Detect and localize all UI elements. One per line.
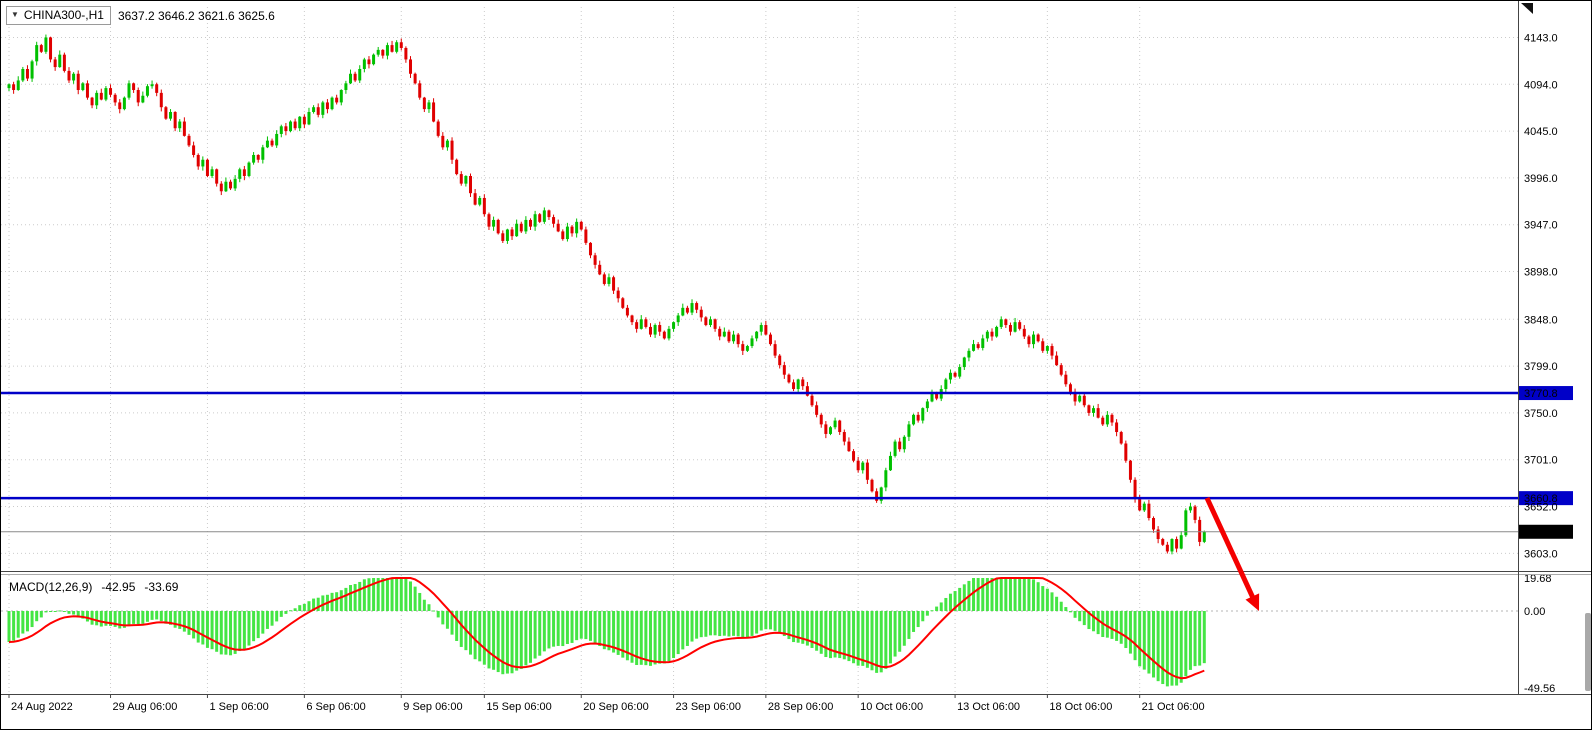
symbol-timeframe-label: CHINA300-,H1 [23,8,104,22]
macd-scrollbar-thumb[interactable] [1585,613,1591,691]
support-line: 3660.8 [1,491,1573,506]
svg-text:-49.56: -49.56 [1524,683,1555,695]
macd-axis-labels: 19.68 0.00 -49.56 [1524,573,1555,695]
svg-text:20 Sep 06:00: 20 Sep 06:00 [583,701,648,713]
svg-text:10 Oct 06:00: 10 Oct 06:00 [860,701,923,713]
svg-text:24 Aug 2022: 24 Aug 2022 [11,701,73,713]
resistance-line: 3770.8 [1,386,1573,401]
svg-text:1 Sep 06:00: 1 Sep 06:00 [209,701,268,713]
svg-text:29 Aug 06:00: 29 Aug 06:00 [113,701,178,713]
dropdown-triangle-icon[interactable]: ▼ [11,10,19,19]
svg-text:3947.0: 3947.0 [1524,220,1558,232]
svg-text:3770.8: 3770.8 [1524,388,1558,400]
svg-text:3799.0: 3799.0 [1524,361,1558,373]
svg-text:28 Sep 06:00: 28 Sep 06:00 [768,701,833,713]
svg-text:19.68: 19.68 [1524,573,1552,585]
trend-arrow [1204,496,1260,611]
macd-current-value: -42.95 [101,580,136,594]
svg-text:3996.0: 3996.0 [1524,173,1558,185]
symbol-info-bar: ▼ CHINA300-,H1 3637.2 3646.2 3621.6 3625… [6,6,275,25]
macd-indicator-name: MACD(12,26,9) [9,580,93,594]
panel-separators [1,1,1591,695]
macd-indicator-label-row: MACD(12,26,9) -42.95 -33.69 [9,580,178,594]
current-price-line: 3625.6 [1,524,1573,539]
svg-text:21 Oct 06:00: 21 Oct 06:00 [1142,701,1205,713]
svg-text:6 Sep 06:00: 6 Sep 06:00 [306,701,365,713]
symbol-selector[interactable]: ▼ CHINA300-,H1 [6,6,111,25]
svg-text:3660.8: 3660.8 [1524,493,1558,505]
macd-histogram [7,578,1206,687]
svg-text:3652.0: 3652.0 [1524,502,1558,514]
macd-signal-value: -33.69 [144,580,179,594]
price-gridlines [1,36,1518,554]
svg-text:3750.0: 3750.0 [1524,408,1558,420]
price-axis-labels: 4143.0 4094.0 4045.0 3996.0 3947.0 3898.0 3848… [1524,32,1558,560]
svg-text:4045.0: 4045.0 [1524,126,1558,138]
ohlc-values: 3637.2 3646.2 3621.6 3625.6 [117,8,275,23]
svg-text:13 Oct 06:00: 13 Oct 06:00 [957,701,1020,713]
price-levels: 3625.6 3770.8 3660.8 [1,386,1573,539]
time-axis: 24 Aug 2022 29 Aug 06:00 1 Sep 06:00 6 Sep … [8,694,1205,713]
candles [7,34,1206,555]
svg-text:3701.0: 3701.0 [1524,455,1558,467]
svg-text:3848.0: 3848.0 [1524,314,1558,326]
svg-text:4094.0: 4094.0 [1524,79,1558,91]
svg-text:0.00: 0.00 [1524,606,1545,618]
svg-text:18 Oct 06:00: 18 Oct 06:00 [1049,701,1112,713]
svg-text:3898.0: 3898.0 [1524,267,1558,279]
svg-text:3603.0: 3603.0 [1524,548,1558,560]
macd-signal-line [8,577,1205,680]
axis-corner-triangle [1521,3,1533,14]
svg-text:23 Sep 06:00: 23 Sep 06:00 [676,701,741,713]
svg-text:9 Sep 06:00: 9 Sep 06:00 [403,701,462,713]
svg-text:15 Sep 06:00: 15 Sep 06:00 [486,701,551,713]
svg-text:4143.0: 4143.0 [1524,32,1558,44]
svg-text:3625.6: 3625.6 [1524,527,1558,539]
